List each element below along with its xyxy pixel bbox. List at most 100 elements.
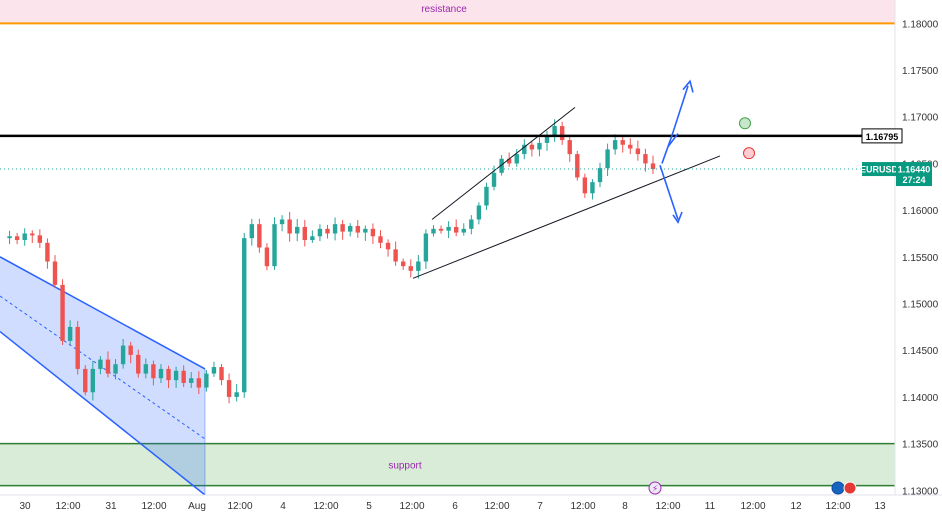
candle-body[interactable] [52, 261, 58, 285]
candle-body[interactable] [408, 266, 413, 271]
candle-body[interactable] [484, 186, 489, 206]
candle-body[interactable] [348, 226, 353, 232]
candle-body[interactable] [461, 228, 466, 233]
candle-body[interactable] [438, 228, 444, 231]
candle-body[interactable] [120, 345, 126, 365]
candle-body[interactable] [75, 326, 80, 369]
wedge-lower-line[interactable] [412, 155, 721, 279]
candle-body[interactable] [249, 224, 255, 239]
candle-body[interactable] [363, 228, 368, 233]
candle-body[interactable] [226, 380, 232, 397]
candle-body[interactable] [113, 364, 118, 374]
candle-body[interactable] [612, 140, 618, 150]
falling-channel-upper-line[interactable] [0, 256, 206, 370]
candle-body[interactable] [370, 228, 376, 237]
candle-body[interactable] [189, 378, 194, 383]
candle-body[interactable] [332, 224, 338, 234]
candle-body[interactable] [567, 140, 572, 155]
candle-body[interactable] [506, 158, 512, 164]
wedge-upper-line[interactable] [431, 107, 576, 220]
candle-body[interactable] [340, 224, 345, 232]
candle-body[interactable] [385, 242, 391, 250]
candle-body[interactable] [173, 370, 179, 381]
candle-body[interactable] [310, 236, 315, 241]
candle-body[interactable] [522, 144, 527, 155]
candle-body[interactable] [635, 148, 641, 155]
candle-body[interactable] [597, 168, 603, 183]
candle-body[interactable] [287, 219, 292, 234]
candle-body[interactable] [605, 149, 610, 169]
candle-body[interactable] [158, 368, 164, 379]
candle-body[interactable] [295, 226, 300, 234]
candle-body[interactable] [416, 261, 421, 271]
candle-body[interactable] [98, 359, 103, 369]
candle-body[interactable] [552, 126, 557, 136]
candle-body[interactable] [643, 154, 648, 164]
candle-body[interactable] [83, 368, 88, 393]
candle-body[interactable] [499, 158, 504, 173]
candle-body[interactable] [628, 144, 633, 149]
candle-body[interactable] [355, 226, 360, 233]
candle-body[interactable] [302, 226, 307, 241]
candle-body[interactable] [211, 367, 217, 374]
symbol-badge[interactable] [862, 162, 896, 177]
candle-body[interactable] [196, 378, 202, 388]
candle-body[interactable] [37, 235, 43, 243]
candle-body[interactable] [575, 154, 580, 178]
candle-body[interactable] [582, 177, 588, 194]
candle-body[interactable] [234, 392, 239, 397]
candle-body[interactable] [317, 228, 323, 237]
candle-body[interactable] [219, 367, 224, 381]
candle-body[interactable] [325, 228, 330, 234]
candle-body[interactable] [242, 238, 247, 393]
candle-body[interactable] [378, 236, 383, 243]
resistance-zone[interactable] [0, 0, 895, 24]
candle-body[interactable] [105, 359, 111, 374]
candle-body[interactable] [423, 233, 429, 262]
candle-body[interactable] [166, 368, 171, 381]
candle-body[interactable] [143, 364, 149, 374]
candle-body[interactable] [14, 236, 20, 241]
target-up-marker-icon[interactable] [739, 117, 751, 130]
candle-body[interactable] [559, 126, 565, 141]
falling-channel-lower-line[interactable] [0, 330, 206, 496]
falling-channel-fill[interactable] [0, 256, 205, 495]
candle-body[interactable] [204, 373, 209, 388]
candle-body[interactable] [431, 228, 436, 234]
target-down-marker-icon[interactable] [743, 147, 755, 160]
candle-body[interactable] [590, 182, 595, 194]
candle-body[interactable] [22, 233, 27, 241]
support-zone[interactable] [0, 443, 895, 486]
candle-body[interactable] [469, 219, 474, 229]
lightning-event-icon[interactable] [648, 481, 662, 495]
key-level-badge[interactable] [861, 128, 903, 144]
candle-body[interactable] [45, 242, 50, 262]
candle-body[interactable] [30, 233, 35, 236]
current-price-badge[interactable] [896, 162, 932, 187]
eu-flag-icon[interactable] [831, 481, 845, 495]
candle-body[interactable] [650, 163, 656, 170]
candle-body[interactable] [514, 154, 519, 164]
candle-body[interactable] [476, 205, 482, 220]
candle-body[interactable] [67, 326, 73, 341]
candle-body[interactable] [279, 219, 285, 225]
candle-body[interactable] [620, 140, 625, 145]
candle-body[interactable] [181, 370, 186, 383]
candle-body[interactable] [446, 226, 451, 231]
candle-body[interactable] [128, 345, 133, 355]
candle-body[interactable] [7, 236, 12, 239]
candle-body[interactable] [257, 224, 262, 248]
candle-body[interactable] [136, 354, 141, 374]
candle-body[interactable] [272, 224, 277, 267]
us-flag-icon[interactable] [843, 481, 857, 495]
candle-body[interactable] [537, 142, 542, 150]
candle-body[interactable] [400, 261, 406, 267]
candle-body[interactable] [544, 135, 550, 143]
candle-body[interactable] [60, 284, 65, 341]
candle-body[interactable] [264, 247, 270, 267]
candle-body[interactable] [393, 249, 398, 262]
candle-body[interactable] [453, 226, 459, 233]
candle-body[interactable] [151, 364, 156, 379]
candle-body[interactable] [491, 172, 497, 187]
